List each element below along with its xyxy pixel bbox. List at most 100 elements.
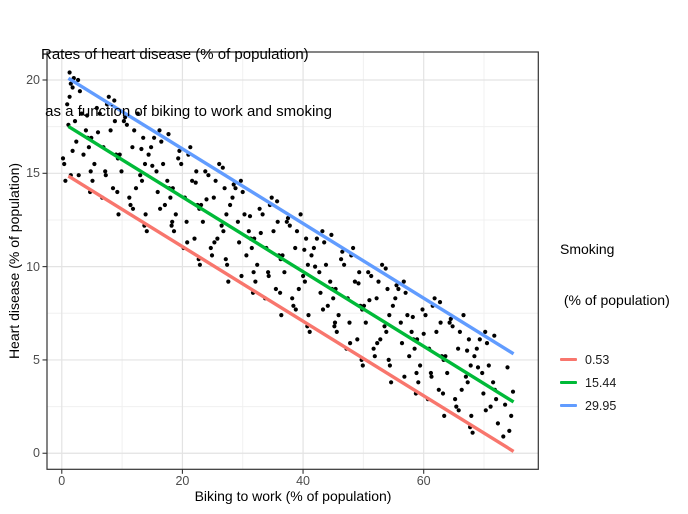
scatter-point [108,128,113,133]
scatter-point [374,296,379,301]
scatter-point [133,186,139,191]
scatter-point [275,199,280,204]
scatter-point [279,313,284,318]
scatter-point [357,270,362,275]
scatter-point [144,229,149,234]
scatter-point [219,223,224,228]
scatter-point [320,307,326,312]
scatter-point [142,161,148,167]
scatter-point [217,161,222,167]
scatter-point [318,290,323,295]
scatter-point [127,195,132,200]
scatter-point [483,408,488,413]
scatter-point [311,245,316,251]
scatter-point [380,262,385,267]
scatter-point [282,270,287,275]
scatter-point [302,279,307,284]
scatter-point [246,229,251,234]
scatter-point [291,303,296,308]
scatter-point [67,94,72,99]
scatter-point [301,273,306,279]
scatter-point [510,389,516,394]
scatter-point [143,212,148,217]
scatter-point [185,240,190,245]
x-axis-title: Biking to work (% of population) [194,488,392,504]
scatter-point [233,186,238,191]
scatter-point [507,428,512,433]
legend-item: 29.95 [560,394,670,417]
y-tick-label: 0 [33,446,40,461]
scatter-point [360,363,365,368]
scatter-point [206,173,211,178]
scatter-point [306,313,311,318]
scatter-point [112,119,117,124]
scatter-point [88,169,93,174]
scatter-point [456,408,461,413]
scatter-point [128,202,133,208]
scatter-point [168,195,173,200]
scatter-point [438,320,443,325]
scatter-point [309,253,314,258]
scatter-point [290,296,295,301]
scatter-point [247,214,253,219]
scatter-point [387,363,392,368]
scatter-point [453,397,458,402]
scatter-point [448,316,453,321]
scatter-point [77,89,82,94]
scatter-point [414,370,419,376]
legend-item-label: 15.44 [585,375,617,390]
scatter-point [271,229,276,234]
scatter-point [501,434,506,439]
scatter-point [124,122,129,127]
scatter-point [149,145,154,150]
scatter-point [328,279,333,284]
scatter-point [278,290,283,295]
scatter-point [440,391,446,396]
scatter-point [423,313,428,318]
scatter-point [121,119,126,124]
scatter-point [390,303,395,308]
scatter-point [461,313,466,318]
scatter-point [304,236,309,241]
scatter-point [146,152,151,157]
scatter-point [119,169,124,174]
scatter-point [429,374,434,379]
scatter-point [351,245,356,251]
scatter-point [314,236,319,241]
scatter-point [480,370,485,376]
scatter-point [421,331,426,336]
scatter-point [418,363,423,368]
scatter-point [212,240,217,245]
legend-items: 0.53 15.44 29.95 [560,348,670,417]
scatter-point [287,223,292,228]
scatter-point [157,128,162,133]
y-tick-label: 15 [26,166,40,181]
legend-title: Smoking (% of population) [560,207,670,343]
scatter-point [481,391,486,396]
scatter-point [273,286,278,292]
scatter-point [384,329,389,334]
scatter-point [294,229,300,234]
scatter-point [432,296,437,301]
scatter-point [170,219,175,224]
scatter-point [491,380,496,385]
scatter-point [334,329,339,334]
scatter-point [159,139,164,144]
scatter-point [162,202,167,208]
scatter-point [179,161,184,167]
scatter-point [62,161,67,167]
scatter-point [488,404,493,409]
chart-title-line2: as a function of biking to work and smok… [41,103,332,120]
scatter-point [237,240,242,245]
scatter-point [169,223,174,228]
scatter-point [428,370,433,376]
scatter-point [322,240,327,245]
scatter-point [382,324,387,329]
scatter-point [116,212,121,217]
scatter-point [65,102,70,107]
scatter-point [115,189,120,195]
scatter-point [285,216,291,221]
scatter-point [320,229,325,234]
scatter-point [434,329,439,334]
scatter-point [204,197,209,202]
